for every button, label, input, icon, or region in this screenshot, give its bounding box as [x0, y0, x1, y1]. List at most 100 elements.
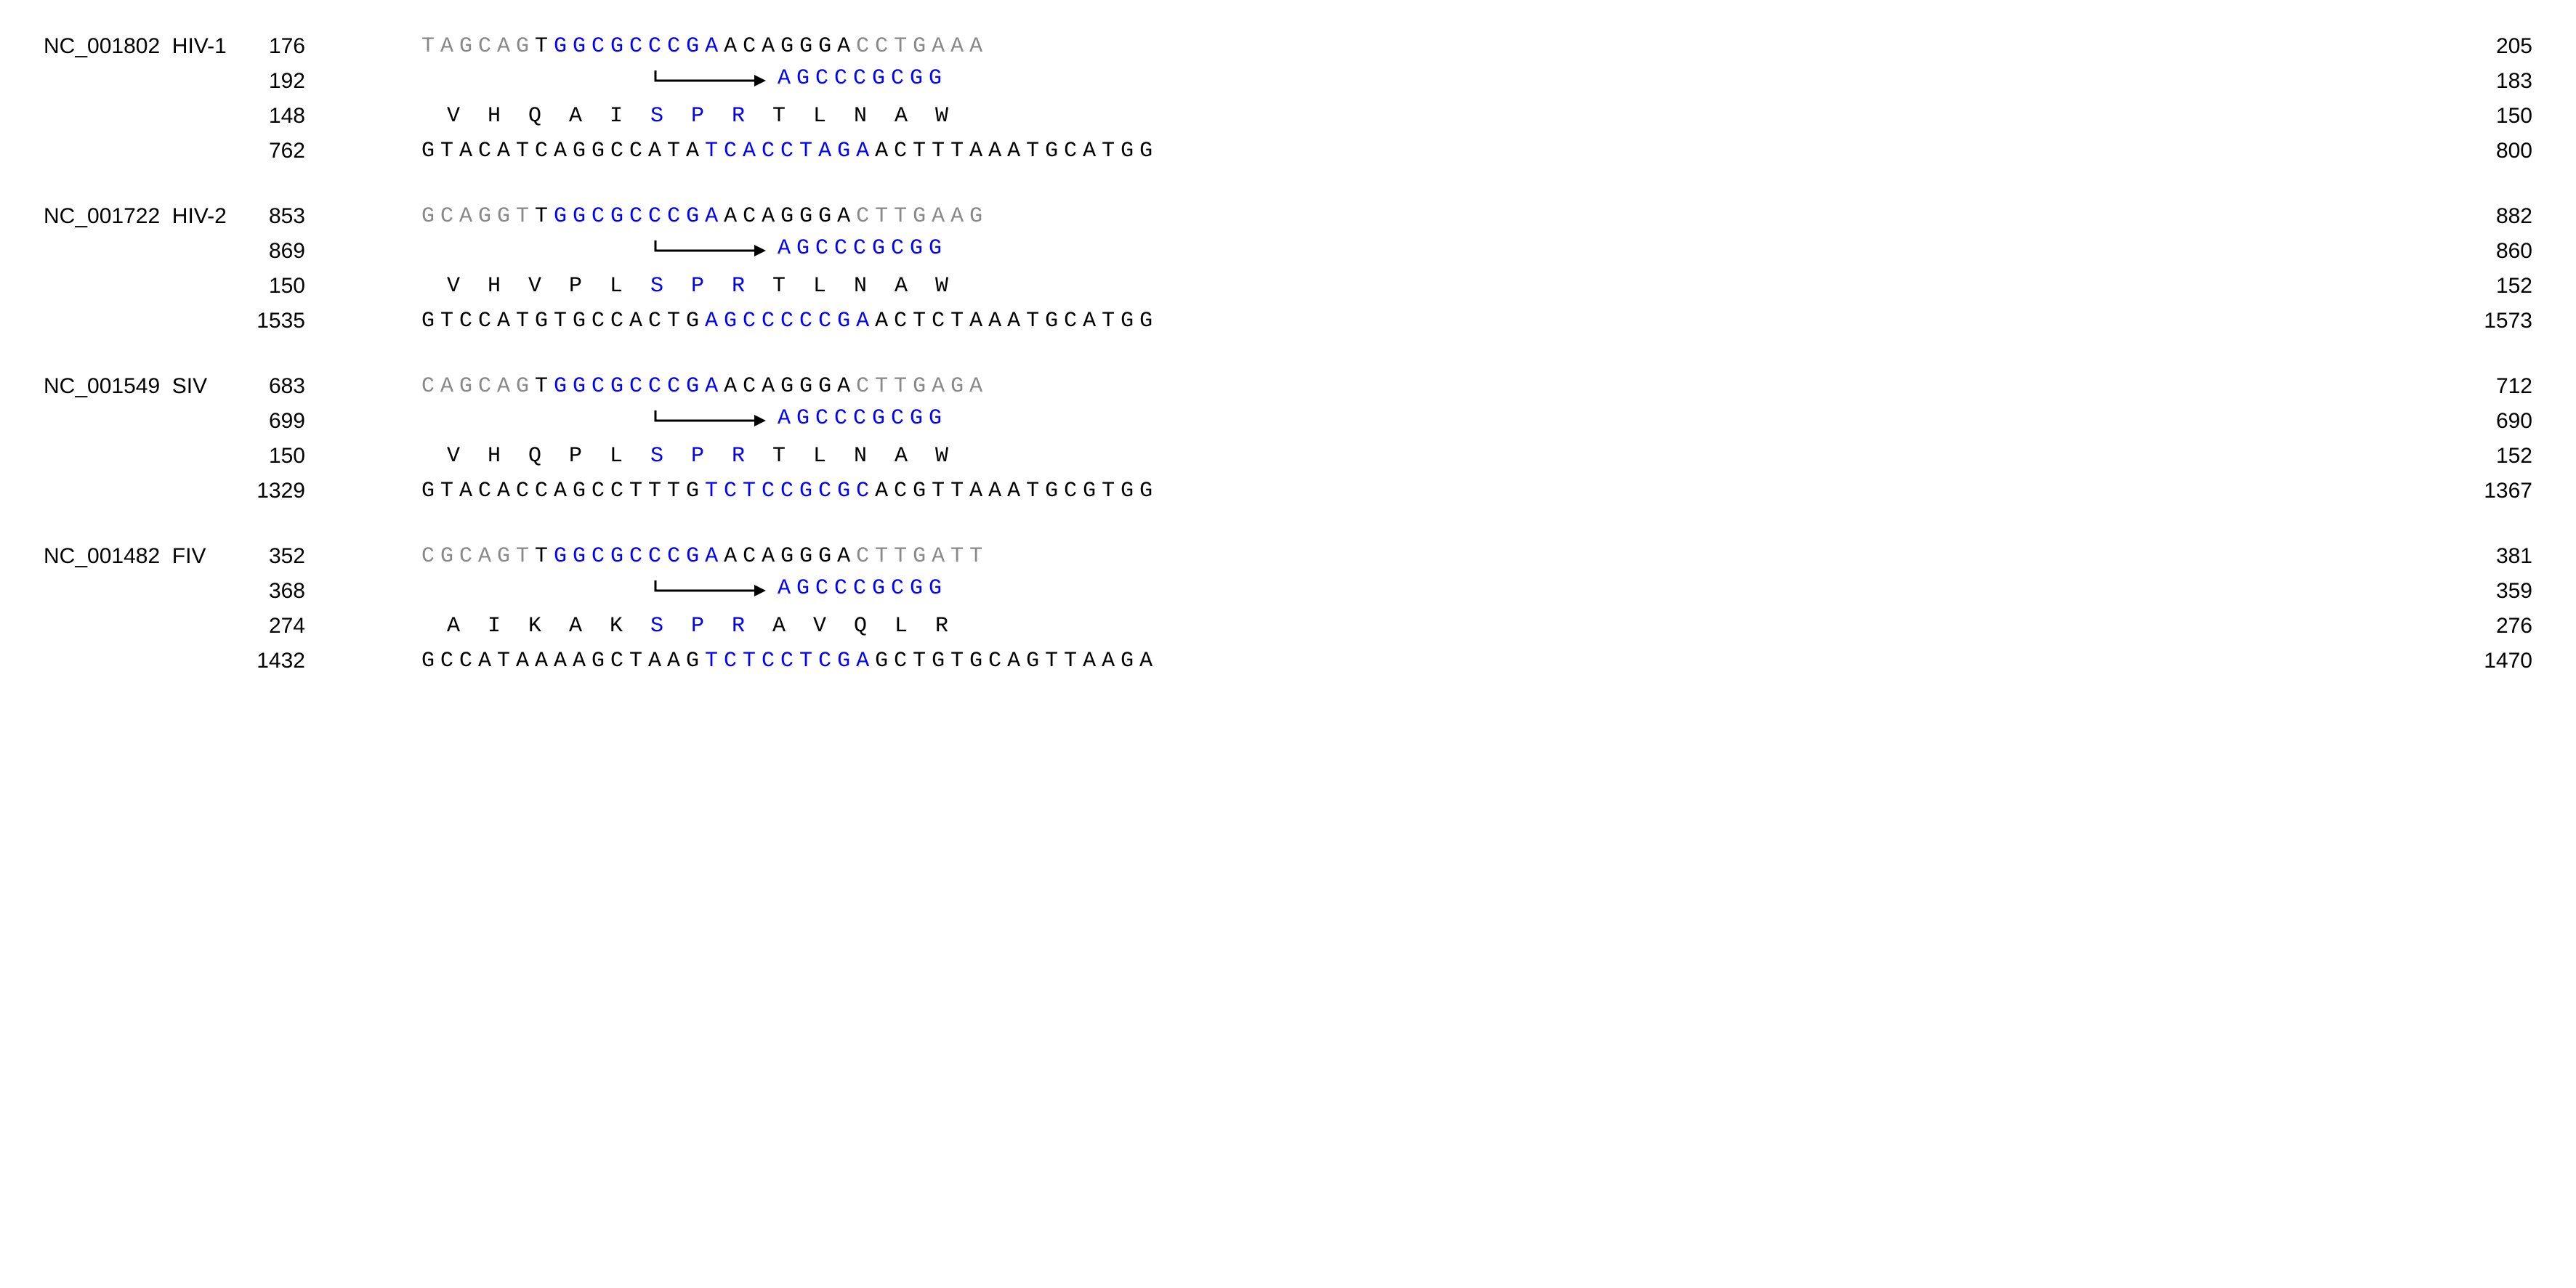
seq-segment: ACAGGGA	[724, 204, 856, 229]
aa-residue: P	[555, 444, 596, 469]
aa-residue: S	[637, 104, 677, 129]
coord-start: 150	[247, 274, 421, 299]
seq-segment: CCTGAAA	[856, 34, 988, 59]
coord-start: 352	[247, 544, 421, 569]
aa-residue: T	[759, 274, 799, 299]
reverse-sequence: AGCCCGCGG	[421, 236, 948, 267]
aa-residue: L	[596, 444, 637, 469]
aa-residue: H	[474, 274, 514, 299]
coord-start: 869	[247, 239, 421, 264]
coord-end: 1470	[2455, 649, 2532, 673]
seq-segment: ACTTTAAATGCATGG	[875, 139, 1158, 163]
aa-residue: P	[677, 104, 718, 129]
coord-end: 690	[2467, 409, 2532, 434]
seq-segment: ACAGGGA	[724, 374, 856, 399]
seq-segment: TCTCCTCGA	[705, 649, 875, 673]
coord-start: 762	[247, 139, 421, 163]
aa-residue: Q	[840, 614, 881, 639]
aa-row: 148VHQAISPRTLNAW150	[44, 99, 2532, 134]
nt-sequence: GTACATCAGGCCATATCACCTAGAACTTTAAATGCATGG	[421, 139, 1158, 163]
aa-residue: Q	[514, 104, 555, 129]
seq-segment: T	[535, 34, 554, 59]
nt-sequence: GCAGGTTGGCGCCCGAACAGGGACTTGAAG	[421, 204, 988, 229]
aa-residue: V	[799, 614, 840, 639]
reverse-row: 192AGCCCGCGG183	[44, 64, 2532, 99]
seq-segment: GTACATCAGGCCATA	[421, 139, 705, 163]
alignment-figure: NC_001802 HIV-1176TAGCAGTGGCGCCCGAACAGGG…	[44, 29, 2532, 679]
aa-residue: N	[840, 274, 881, 299]
coord-end: 860	[2467, 239, 2532, 264]
seq-segment: TCACCTAGA	[705, 139, 875, 163]
aa-sequence: AIKAKSPRAVQLR	[421, 614, 962, 639]
reverse-arrow-icon	[653, 68, 769, 89]
coord-start: 683	[247, 374, 421, 399]
seq-segment: ACTCTAAATGCATGG	[875, 309, 1158, 333]
aa-residue: V	[433, 104, 474, 129]
coord-end: 1367	[2455, 479, 2532, 503]
seq-segment: CTTGAGA	[856, 374, 988, 399]
aa-residue: S	[637, 274, 677, 299]
coord-start: 150	[247, 444, 421, 469]
aa-residue: R	[718, 104, 759, 129]
reverse-sequence: AGCCCGCGG	[421, 576, 948, 607]
aa-residue: A	[881, 104, 921, 129]
coord-start: 176	[247, 34, 421, 59]
coord-start: 1329	[247, 479, 421, 503]
coord-end: 183	[2467, 69, 2532, 94]
reverse-arrow-icon	[653, 578, 769, 599]
aa-residue: P	[555, 274, 596, 299]
seq-segment: AGCCCGCGG	[778, 576, 948, 601]
coord-end: 152	[2467, 444, 2532, 469]
aa-residue: H	[474, 444, 514, 469]
seq-segment: TCTCCGCGC	[705, 479, 875, 503]
aa-residue: W	[921, 274, 962, 299]
seq-segment: T	[535, 374, 554, 399]
seq-segment: CTTGAAG	[856, 204, 988, 229]
primer-row: NC_001802 HIV-1176TAGCAGTGGCGCCCGAACAGGG…	[44, 29, 2532, 64]
coord-end: 1573	[2455, 309, 2532, 333]
sequence-block: NC_001722 HIV-2853GCAGGTTGGCGCCCGAACAGGG…	[44, 199, 2532, 339]
aa-residue: I	[474, 614, 514, 639]
reverse-row: 699AGCCCGCGG690	[44, 404, 2532, 439]
aa-residue: T	[759, 444, 799, 469]
seq-segment: ACAGGGA	[724, 544, 856, 569]
aa-residue: S	[637, 614, 677, 639]
aa-residue: A	[881, 444, 921, 469]
nt-sequence: CGCAGTTGGCGCCCGAACAGGGACTTGATT	[421, 544, 988, 569]
seq-segment: GGCGCCCGA	[554, 374, 724, 399]
aa-residue: V	[433, 444, 474, 469]
reverse-arrow-icon	[653, 408, 769, 429]
nt-sequence: GTACACCAGCCTTTGTCTCCGCGCACGTTAAATGCGTGG	[421, 479, 1158, 503]
nt-sequence: GTCCATGTGCCACTGAGCCCCCGAACTCTAAATGCATGG	[421, 309, 1158, 333]
aa-residue: P	[677, 444, 718, 469]
coord-end: 205	[2467, 34, 2532, 59]
coord-start: 274	[247, 614, 421, 639]
seq-segment: GCAGGT	[421, 204, 535, 229]
seq-segment: AGCCCGCGG	[778, 406, 948, 431]
seq-segment: AGCCCCCGA	[705, 309, 875, 333]
aa-residue: N	[840, 444, 881, 469]
aa-residue: W	[921, 104, 962, 129]
aa-residue: A	[759, 614, 799, 639]
coord-end: 381	[2467, 544, 2532, 569]
aa-residue: A	[433, 614, 474, 639]
accession-label: NC_001482 FIV	[44, 544, 247, 569]
nt-sequence: GCCATAAAAGCTAAGTCTCCTCGAGCTGTGCAGTTAAGA	[421, 649, 1158, 673]
aa-residue: H	[474, 104, 514, 129]
aa-residue: K	[596, 614, 637, 639]
seq-segment: TAGCAG	[421, 34, 535, 59]
seq-segment: AGCCCGCGG	[778, 236, 948, 261]
coord-end: 150	[2467, 104, 2532, 129]
seq-segment: GGCGCCCGA	[554, 34, 724, 59]
seq-segment: GTACACCAGCCTTTG	[421, 479, 705, 503]
aa-residue: S	[637, 444, 677, 469]
aa-row: 150VHVPLSPRTLNAW152	[44, 269, 2532, 304]
seq-segment: AGCCCGCGG	[778, 66, 948, 91]
aa-residue: I	[596, 104, 637, 129]
seq-segment: CGCAGT	[421, 544, 535, 569]
aa-residue: P	[677, 614, 718, 639]
coord-end: 712	[2467, 374, 2532, 399]
aa-residue: R	[718, 614, 759, 639]
aa-residue: L	[596, 274, 637, 299]
coding-row: 1432GCCATAAAAGCTAAGTCTCCTCGAGCTGTGCAGTTA…	[44, 644, 2532, 679]
